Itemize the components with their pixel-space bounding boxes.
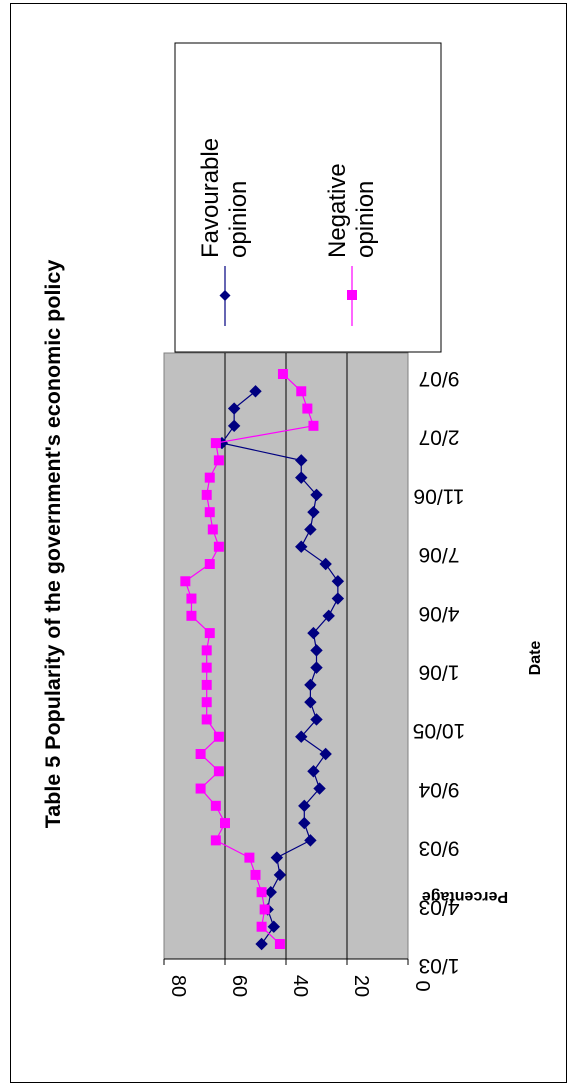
data-point-favourable: [307, 505, 320, 519]
data-point-favourable: [298, 799, 311, 813]
data-point-favourable: [295, 454, 308, 467]
data-point-negative: [259, 904, 270, 915]
x-tick-label: 4/06: [419, 602, 460, 625]
data-point-negative: [210, 835, 221, 846]
data-point-negative: [195, 783, 206, 794]
data-point-favourable: [249, 385, 262, 398]
data-point-favourable: [319, 557, 332, 571]
x-tick-label: 2/07: [419, 426, 460, 449]
x-tick-label: 9/04: [418, 778, 459, 801]
data-point-favourable: [322, 609, 335, 623]
data-point-negative: [220, 818, 230, 829]
legend-label-line: Negative: [324, 163, 351, 258]
y-tick-label: 0: [411, 980, 433, 991]
data-point-favourable: [331, 575, 345, 588]
legend-marker-favourable: [219, 290, 231, 301]
data-point-negative: [201, 697, 212, 708]
data-point-negative: [204, 628, 215, 639]
data-point-favourable: [331, 592, 345, 605]
x-tick-label: 1/06: [419, 661, 460, 684]
data-point-negative: [186, 610, 197, 621]
y-tick-label: 40: [289, 975, 311, 997]
data-point-favourable: [267, 920, 281, 933]
data-point-negative: [213, 455, 224, 466]
data-point-favourable: [310, 488, 323, 502]
data-point-favourable: [319, 747, 332, 761]
data-point-favourable: [304, 678, 317, 692]
data-point-negative: [213, 541, 224, 552]
legend: Favourableopinion Negativeopinion: [197, 138, 379, 326]
data-point-negative: [186, 593, 197, 604]
data-point-negative: [256, 921, 267, 932]
data-point-favourable: [295, 730, 308, 743]
data-point-favourable: [227, 402, 241, 415]
data-point-negative: [204, 472, 215, 483]
data-point-negative: [210, 438, 221, 449]
plot-area: 0 20 40 60 80 1/03 4/03 9/03 9/04 10/05 1/06 4/06 7/…: [163, 352, 466, 997]
data-point-negative: [195, 749, 206, 759]
data-point-favourable: [264, 885, 277, 899]
data-point-favourable: [255, 937, 268, 951]
data-point-favourable: [295, 471, 308, 484]
y-tick-label: 60: [228, 975, 250, 997]
data-point-negative: [274, 939, 285, 949]
data-point-favourable: [307, 626, 320, 640]
x-tick-label: 9/03: [419, 837, 460, 860]
x-tick-label: 7/06: [419, 543, 460, 566]
legend-box: [174, 42, 442, 353]
data-point-negative: [277, 369, 288, 379]
x-tick-label: 4/03: [419, 895, 460, 918]
data-point-negative: [244, 852, 255, 863]
data-point-negative: [302, 403, 313, 414]
x-tick-label: 11/06: [414, 484, 465, 507]
y-tick-label: 20: [350, 975, 372, 997]
data-point-negative: [308, 420, 319, 431]
x-tick-label: 10/05: [413, 719, 466, 742]
data-point-negative: [201, 662, 212, 673]
data-point-negative: [256, 887, 267, 898]
x-tick-label: 9/07: [419, 367, 460, 390]
data-point-negative: [296, 386, 307, 397]
data-point-favourable: [307, 765, 320, 778]
legend-label-line: opinion: [225, 181, 252, 258]
data-point-negative: [204, 507, 215, 518]
series-line-negative: [184, 373, 315, 945]
data-point-favourable: [304, 695, 317, 709]
data-point-favourable: [295, 540, 308, 553]
data-point-negative: [201, 645, 212, 656]
data-point-favourable: [310, 644, 323, 657]
legend-marker-negative: [347, 290, 357, 300]
chart-frame: Table 5 Popularity of the government's e…: [10, 3, 567, 1083]
data-point-negative: [250, 869, 261, 880]
data-point-favourable: [310, 713, 323, 726]
data-point-favourable: [273, 868, 287, 882]
legend-label-line: opinion: [352, 181, 379, 258]
data-point-negative: [204, 559, 215, 569]
legend-label-negative: Negativeopinion: [324, 163, 379, 258]
data-point-negative: [207, 524, 218, 535]
data-point-favourable: [270, 851, 284, 864]
chart-title: Table 5 Popularity of the government's e…: [41, 260, 65, 829]
y-axis-title: Percentage: [422, 888, 508, 905]
x-axis-title: Date: [527, 641, 544, 676]
legend-label-line: Favourable: [197, 138, 224, 258]
data-point-negative: [210, 800, 221, 811]
y-tick-label: 80: [167, 975, 189, 997]
data-point-negative: [213, 766, 224, 777]
data-point-favourable: [298, 816, 311, 830]
x-tick-label: 1/03: [419, 954, 460, 977]
data-point-favourable: [304, 523, 317, 536]
legend-label-favourable: Favourableopinion: [197, 138, 252, 258]
chart: Table 5 Popularity of the government's e…: [41, 42, 544, 997]
data-point-favourable: [313, 782, 326, 795]
data-point-favourable: [310, 661, 323, 674]
data-point-favourable: [304, 834, 317, 847]
data-point-negative: [180, 576, 191, 587]
data-point-negative: [213, 731, 224, 742]
data-point-negative: [201, 679, 212, 690]
data-point-negative: [201, 714, 212, 725]
data-point-favourable: [227, 419, 241, 433]
data-point-negative: [201, 489, 212, 500]
